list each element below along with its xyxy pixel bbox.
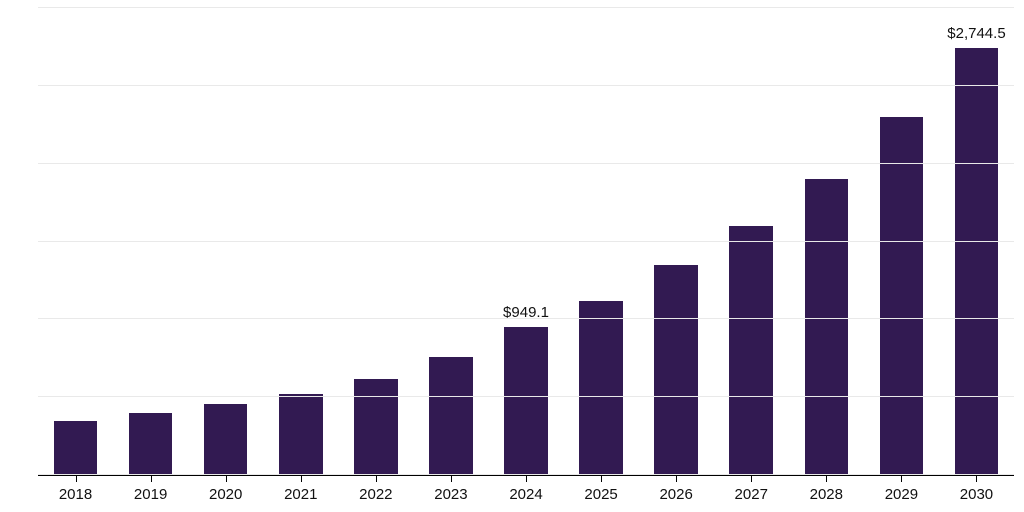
- bar: [579, 301, 623, 475]
- x-tick-label: 2030: [939, 486, 1014, 503]
- chart-container: $949.1$2,744.5 2018201920202021202220232…: [0, 0, 1024, 512]
- gridline: [38, 163, 1014, 164]
- x-tick-label: 2018: [38, 486, 113, 503]
- x-tick-mark: [451, 476, 452, 482]
- gridline: [38, 474, 1014, 475]
- bar-slot: [714, 8, 789, 475]
- bar: [129, 413, 173, 475]
- bar-slot: [789, 8, 864, 475]
- x-tick-mark: [601, 476, 602, 482]
- bar-slot: $2,744.5: [939, 8, 1014, 475]
- x-tick: 2030: [939, 476, 1014, 512]
- x-tick-label: 2027: [714, 486, 789, 503]
- gridline: [38, 241, 1014, 242]
- bar: [279, 394, 323, 475]
- x-tick: 2023: [413, 476, 488, 512]
- bar-slot: [38, 8, 113, 475]
- x-tick-mark: [151, 476, 152, 482]
- x-tick: 2026: [639, 476, 714, 512]
- x-tick-label: 2025: [564, 486, 639, 503]
- x-tick: 2024: [488, 476, 563, 512]
- bar-slot: [338, 8, 413, 475]
- x-tick-label: 2023: [413, 486, 488, 503]
- bar-slot: [864, 8, 939, 475]
- bar: $2,744.5: [955, 48, 999, 475]
- bar: [54, 421, 98, 475]
- bar-value-label: $2,744.5: [947, 25, 1005, 42]
- x-tick-mark: [676, 476, 677, 482]
- bar-slot: $949.1: [488, 8, 563, 475]
- x-tick-mark: [526, 476, 527, 482]
- x-tick: 2028: [789, 476, 864, 512]
- bar: [805, 179, 849, 475]
- bar: [729, 226, 773, 475]
- x-tick-label: 2020: [188, 486, 263, 503]
- bar-slot: [113, 8, 188, 475]
- x-tick: 2027: [714, 476, 789, 512]
- x-tick: 2029: [864, 476, 939, 512]
- gridline: [38, 318, 1014, 319]
- x-tick-label: 2022: [338, 486, 413, 503]
- bars-container: $949.1 $2,744.5: [38, 8, 1014, 475]
- gridline: [38, 7, 1014, 8]
- bar-slot: [564, 8, 639, 475]
- plot-area: $949.1 $2,744.5: [38, 8, 1014, 476]
- x-tick-label: 2026: [639, 486, 714, 503]
- bar: [880, 117, 924, 475]
- x-tick: 2018: [38, 476, 113, 512]
- x-tick: 2025: [564, 476, 639, 512]
- x-tick: 2021: [263, 476, 338, 512]
- x-tick-label: 2021: [263, 486, 338, 503]
- bar-slot: [413, 8, 488, 475]
- x-tick-mark: [751, 476, 752, 482]
- x-tick-label: 2024: [488, 486, 563, 503]
- x-tick-mark: [376, 476, 377, 482]
- bar-slot: [263, 8, 338, 475]
- bar-slot: [639, 8, 714, 475]
- x-tick-mark: [901, 476, 902, 482]
- gridline: [38, 85, 1014, 86]
- x-tick-mark: [76, 476, 77, 482]
- x-tick-label: 2019: [113, 486, 188, 503]
- x-tick: 2022: [338, 476, 413, 512]
- x-tick-mark: [976, 476, 977, 482]
- x-tick-mark: [826, 476, 827, 482]
- x-tick-label: 2029: [864, 486, 939, 503]
- x-tick-mark: [226, 476, 227, 482]
- gridline: [38, 396, 1014, 397]
- bar: $949.1: [504, 327, 548, 475]
- x-tick-mark: [301, 476, 302, 482]
- x-axis: 2018201920202021202220232024202520262027…: [38, 476, 1014, 512]
- x-tick-label: 2028: [789, 486, 864, 503]
- x-tick: 2019: [113, 476, 188, 512]
- bar: [654, 265, 698, 475]
- bar-slot: [188, 8, 263, 475]
- bar: [354, 379, 398, 476]
- bar: [204, 404, 248, 475]
- x-tick: 2020: [188, 476, 263, 512]
- bar: [429, 357, 473, 475]
